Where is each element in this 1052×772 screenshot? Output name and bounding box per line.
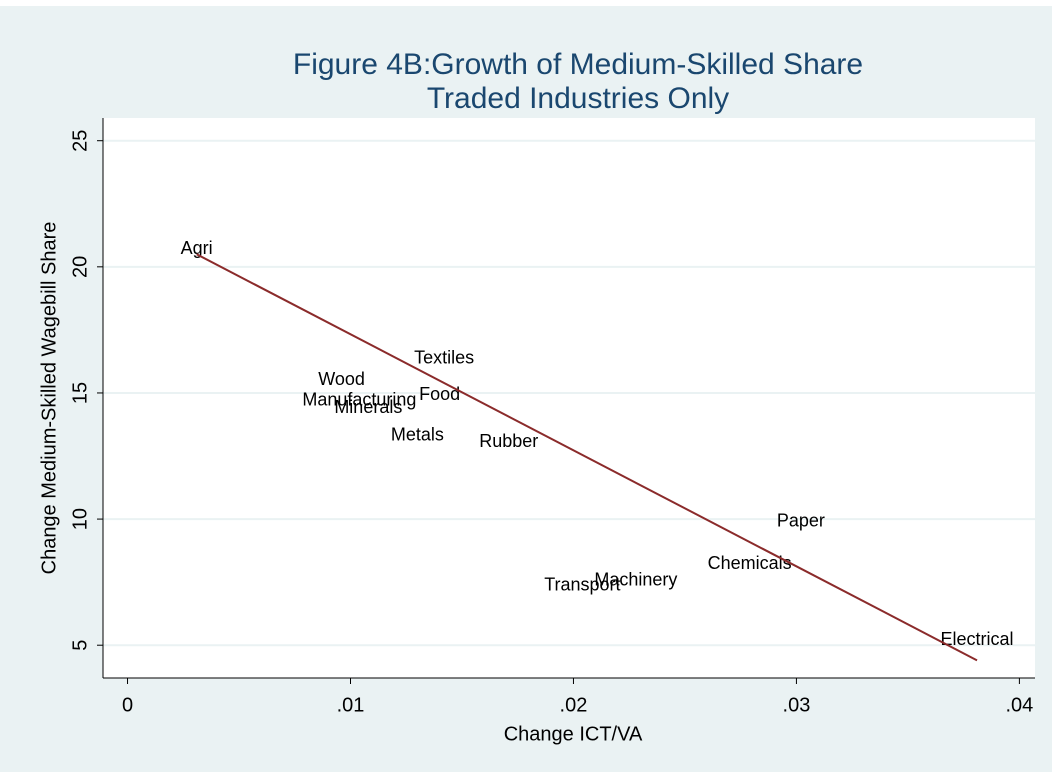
x-tick-label: .02: [560, 694, 588, 716]
chart-title: Figure 4B:Growth of Medium-Skilled Share: [293, 48, 863, 81]
point-label: Rubber: [479, 431, 538, 451]
point-label: Chemicals: [708, 553, 792, 573]
y-tick-label: 15: [69, 382, 91, 404]
x-tick-label: .03: [783, 694, 811, 716]
x-axis-title: Change ICT/VA: [504, 723, 643, 745]
y-tick-label: 5: [69, 640, 91, 651]
y-tick-label: 25: [69, 130, 91, 152]
x-tick-label: .04: [1005, 694, 1033, 716]
point-label: Wood: [318, 369, 365, 389]
point-label: Machinery: [594, 570, 677, 590]
point-label: Electrical: [941, 629, 1014, 649]
y-tick-label: 10: [69, 508, 91, 530]
grid: [103, 139, 1035, 647]
x-tick-label: .01: [337, 694, 365, 716]
point-label: Paper: [777, 510, 825, 530]
point-label: Manufacturing: [302, 389, 416, 409]
plot-region: [103, 118, 1035, 678]
point-label: Agri: [181, 238, 213, 258]
point-label: Food: [419, 384, 460, 404]
point-label: Transport: [544, 575, 620, 595]
fit-line: [196, 253, 978, 662]
chart-subtitle: Traded Industries Only: [427, 82, 729, 115]
y-tick-label: 20: [69, 256, 91, 278]
point-label: Minerals: [334, 397, 402, 417]
point-label: Textiles: [414, 348, 474, 368]
point-label: Metals: [391, 425, 444, 445]
x-tick-label: 0: [122, 694, 133, 716]
y-axis-title: Change Medium-Skilled Wagebill Share: [38, 222, 60, 575]
